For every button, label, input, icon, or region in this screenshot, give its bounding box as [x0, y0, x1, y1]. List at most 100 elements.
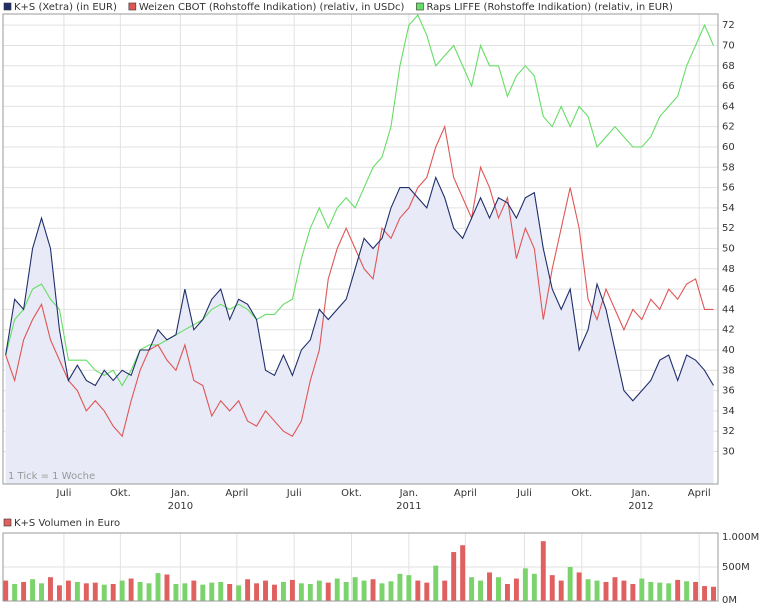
x-tick-label: April — [454, 488, 477, 499]
volume-bar — [675, 579, 681, 601]
volume-bar — [200, 584, 206, 601]
y-tick-label: 58 — [722, 162, 735, 173]
volume-bar — [21, 581, 27, 601]
legend-swatch — [3, 2, 12, 11]
volume-bar — [711, 586, 716, 601]
volume-bar — [280, 581, 286, 601]
x-tick-label: Jan. — [170, 488, 190, 499]
volume-bar — [12, 584, 18, 601]
y-tick-label: 70 — [722, 40, 735, 51]
volume-bar — [702, 586, 708, 601]
x-tick-label: Juli — [286, 488, 302, 499]
legend-swatch — [128, 2, 137, 11]
volume-bar — [298, 583, 304, 601]
volume-bar — [182, 583, 188, 601]
volume-bar — [567, 567, 573, 601]
y-tick-label: 66 — [722, 81, 735, 92]
volume-bar — [522, 568, 528, 601]
volume-bar — [272, 584, 277, 601]
volume-bar — [334, 578, 340, 601]
y-tick-label: 60 — [722, 142, 735, 153]
volume-bar — [245, 579, 251, 601]
y-tick-label: 48 — [722, 264, 735, 275]
x-tick-label: Jan. — [399, 488, 419, 499]
volume-bar — [343, 581, 349, 601]
volume-bar — [307, 584, 313, 601]
x-tick-label: April — [225, 488, 248, 499]
volume-bar — [361, 580, 367, 601]
legend-swatch — [416, 2, 424, 11]
x-tick-label: Okt. — [571, 488, 592, 499]
volume-bar — [218, 581, 224, 601]
volume-bar — [379, 583, 385, 601]
volume-bar — [388, 581, 394, 601]
y-tick-label: 42 — [722, 325, 735, 336]
y-tick-label: 0M — [722, 595, 737, 606]
y-tick-label: 40 — [722, 345, 735, 356]
volume-bar — [648, 581, 654, 601]
y-tick-label: 30 — [722, 447, 735, 458]
volume-bar — [406, 575, 412, 601]
y-tick-label: 34 — [722, 406, 735, 417]
volume-bar — [48, 577, 53, 601]
volume-bar — [137, 581, 143, 601]
volume-bar — [110, 584, 116, 601]
y-tick-label: 1.000M — [722, 532, 759, 543]
y-tick-label: 500M — [722, 562, 750, 573]
plot-frame — [2, 13, 719, 485]
volume-bar — [433, 565, 439, 601]
volume-bar — [254, 583, 260, 601]
volume-bar — [191, 580, 197, 601]
volume-bar — [684, 581, 690, 601]
legend-label: Raps LIFFE (Rohstoffe Indikation) (relat… — [426, 2, 673, 13]
volume-bar — [155, 573, 161, 601]
volume-bar — [594, 580, 600, 601]
y-tick-label: 72 — [722, 20, 735, 31]
volume-bar — [603, 581, 609, 601]
legend-label: Weizen CBOT (Rohstoffe Indikation) (rela… — [139, 2, 405, 13]
volume-bar — [531, 573, 537, 601]
volume-bar — [119, 580, 125, 601]
y-tick-label: 36 — [722, 386, 735, 397]
x-tick-label: Jan. — [631, 488, 651, 499]
volume-bar — [289, 579, 295, 601]
volume-bar — [83, 583, 89, 601]
x-tick-label: Juli — [56, 488, 72, 499]
volume-bar — [173, 584, 179, 601]
panel-title: K+S Volumen in Euro — [14, 518, 120, 529]
volume-bar — [657, 582, 663, 601]
volume-bar — [621, 580, 627, 601]
volume-bar — [352, 577, 358, 601]
volume-bar — [549, 575, 555, 601]
y-tick-label: 38 — [722, 365, 735, 376]
y-tick-label: 44 — [722, 304, 735, 315]
volume-bar — [469, 577, 475, 601]
volume-bar — [65, 580, 71, 601]
volume-bar — [496, 577, 501, 601]
volume-bar — [576, 572, 582, 601]
legend-swatch — [3, 518, 12, 527]
y-tick-label: 50 — [722, 243, 735, 254]
annotation: 1 Tick = 1 Woche — [8, 471, 95, 482]
volume-bar — [92, 582, 98, 601]
x-tick-label: Juli — [516, 488, 532, 499]
y-tick-label: 54 — [722, 203, 735, 214]
plot-frame — [2, 532, 719, 602]
volume-bar — [612, 577, 618, 601]
volume-bar — [451, 552, 457, 601]
volume-bar — [540, 541, 546, 601]
volume-bar — [415, 580, 421, 601]
year-label: 2011 — [396, 501, 421, 512]
volume-bar — [442, 580, 448, 601]
volume-bar — [209, 582, 215, 601]
y-tick-label: 68 — [722, 61, 735, 72]
volume-bar — [325, 582, 331, 601]
volume-bar — [585, 579, 591, 601]
volume-bar — [558, 580, 564, 601]
volume-bar — [666, 583, 672, 601]
y-tick-label: 32 — [722, 426, 735, 437]
y-tick-label: 56 — [722, 183, 735, 194]
line — [5, 14, 715, 387]
y-tick-label: 64 — [722, 101, 735, 112]
volume-bar — [56, 585, 62, 601]
